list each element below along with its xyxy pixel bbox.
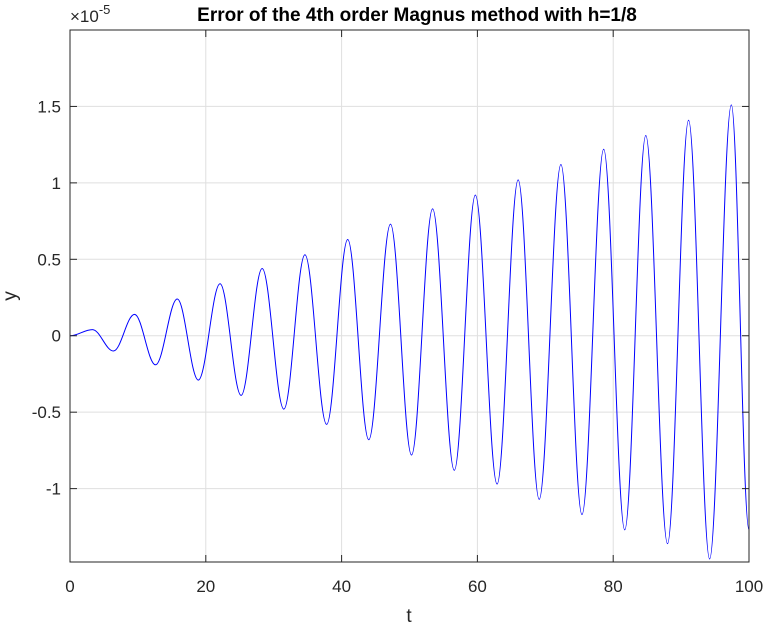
chart-title: Error of the 4th order Magnus method wit… <box>197 5 637 26</box>
y-exponent-prefix: ×10 <box>70 7 99 26</box>
error-series-line <box>69 104 750 560</box>
y-tick-label: 0.5 <box>37 250 61 269</box>
x-tick-label: 80 <box>604 577 623 596</box>
x-tick-label: 20 <box>196 577 215 596</box>
y-tick-labels: -1 -0.5 0 0.5 1 1.5 <box>32 97 61 498</box>
y-tick-label: -0.5 <box>32 403 61 422</box>
grid <box>69 30 750 562</box>
y-exponent-power: -5 <box>99 2 111 17</box>
y-exponent-label: ×10-5 <box>70 2 110 26</box>
x-tick-labels: 0 20 40 60 80 100 <box>65 577 763 596</box>
y-tick-label: 1 <box>52 174 61 193</box>
y-tick-label: 1.5 <box>37 97 61 116</box>
x-tick-label: 100 <box>735 577 763 596</box>
series-layer <box>69 104 750 560</box>
x-axis-label: t <box>406 606 412 627</box>
axis-ticks <box>69 30 750 562</box>
y-tick-label: -1 <box>46 480 61 499</box>
plot-area <box>70 30 749 562</box>
x-tick-label: 40 <box>332 577 351 596</box>
y-axis-label: y <box>0 291 21 301</box>
y-tick-label: 0 <box>52 327 61 346</box>
axes-box <box>69 29 750 563</box>
x-tick-label: 0 <box>65 577 74 596</box>
x-tick-label: 60 <box>468 577 487 596</box>
